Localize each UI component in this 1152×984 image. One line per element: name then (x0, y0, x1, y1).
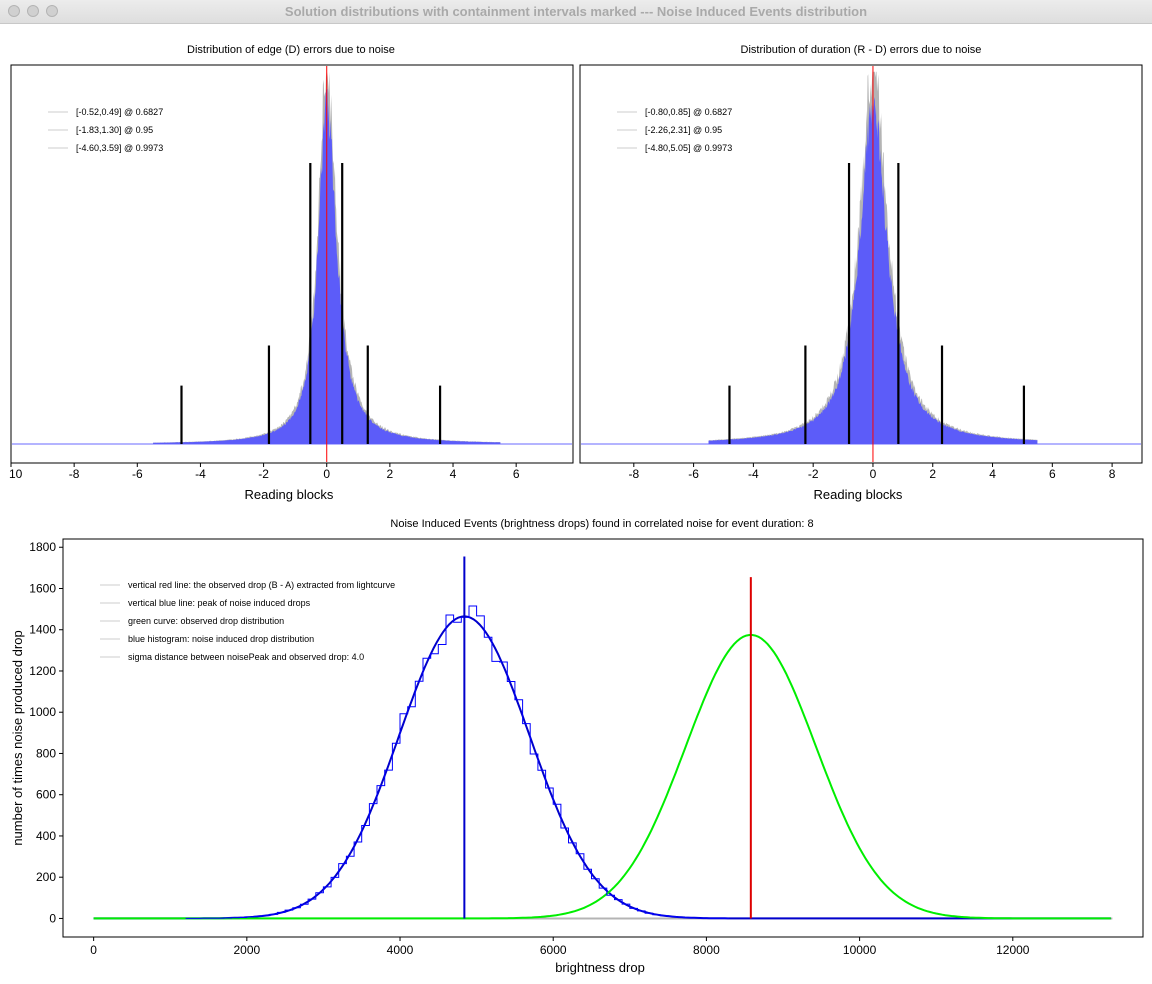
zoom-window-button[interactable] (46, 5, 58, 17)
chart-title: Distribution of edge (D) errors due to n… (187, 44, 395, 56)
chart-title: Distribution of duration (R - D) errors … (741, 44, 982, 56)
close-window-button[interactable] (8, 5, 20, 17)
x-tick-label: -4 (195, 467, 206, 481)
x-tick-label: 4 (450, 467, 457, 481)
window-title: Solution distributions with containment … (284, 4, 868, 19)
y-tick-label: 1000 (29, 705, 56, 719)
y-tick-label: 1600 (29, 581, 56, 595)
x-tick-label: 8000 (693, 943, 720, 957)
edge-error-chart: Distribution of edge (D) errors due to n… (9, 44, 574, 502)
x-tick-label: 2 (929, 467, 936, 481)
window-titlebar: Solution distributions with containment … (0, 0, 1152, 24)
y-tick-label: 1400 (29, 623, 56, 637)
legend-entry: [-0.80,0.85] @ 0.6827 (645, 107, 732, 117)
x-tick-label: 0 (90, 943, 97, 957)
minimize-window-button[interactable] (27, 5, 39, 17)
x-tick-label: 0 (323, 467, 330, 481)
x-tick-label: -4 (748, 467, 759, 481)
y-tick-label: 0 (49, 911, 56, 925)
x-tick-label: 10000 (843, 943, 877, 957)
x-tick-label: -2 (258, 467, 269, 481)
x-tick-label: -6 (688, 467, 699, 481)
x-tick-label: 6 (1049, 467, 1056, 481)
x-tick-label: 6 (513, 467, 520, 481)
x-tick-label: 12000 (996, 943, 1030, 957)
legend-entry: sigma distance between noisePeak and obs… (128, 652, 364, 662)
chart-title: Noise Induced Events (brightness drops) … (390, 518, 813, 530)
y-tick-label: 200 (36, 870, 56, 884)
legend-entry: [-0.52,0.49] @ 0.6827 (76, 107, 163, 117)
x-axis-label: brightness drop (555, 960, 645, 975)
noise-histogram (185, 605, 730, 919)
x-tick-label: 2000 (233, 943, 260, 957)
legend-entry: green curve: observed drop distribution (128, 616, 284, 626)
legend-entry: [-2.26,2.31] @ 0.95 (645, 125, 722, 135)
y-tick-label: 1800 (29, 540, 56, 554)
x-tick-label: -8 (69, 467, 80, 481)
plot-frame (10, 64, 574, 464)
noise-events-chart: Noise Induced Events (brightness drops) … (10, 518, 1144, 975)
x-tick-label: -8 (628, 467, 639, 481)
plot-frame (62, 538, 1144, 938)
y-axis-label: number of times noise produced drop (10, 630, 25, 845)
x-tick-label: 10 (9, 467, 23, 481)
duration-error-chart: Distribution of duration (R - D) errors … (579, 44, 1143, 502)
x-tick-label: -6 (132, 467, 143, 481)
legend-entry: [-1.83,1.30] @ 0.95 (76, 125, 153, 135)
x-tick-label: 4000 (387, 943, 414, 957)
x-axis-label: Reading blocks (814, 487, 903, 502)
legend-entry: blue histogram: noise induced drop distr… (128, 634, 314, 644)
y-tick-label: 1200 (29, 664, 56, 678)
plot-frame (579, 64, 1143, 464)
legend-entry: [-4.80,5.05] @ 0.9973 (645, 143, 732, 153)
x-axis-label: Reading blocks (245, 487, 334, 502)
x-tick-label: 6000 (540, 943, 567, 957)
figure-canvas: Distribution of edge (D) errors due to n… (9, 44, 1144, 975)
x-tick-label: 2 (387, 467, 394, 481)
x-tick-label: -2 (808, 467, 819, 481)
y-tick-label: 800 (36, 746, 56, 760)
y-tick-label: 600 (36, 788, 56, 802)
x-tick-label: 8 (1109, 467, 1116, 481)
observed-drop-curve (93, 634, 1111, 920)
x-tick-label: 4 (989, 467, 996, 481)
legend-entry: [-4.60,3.59] @ 0.9973 (76, 143, 163, 153)
x-tick-label: 0 (870, 467, 877, 481)
legend-entry: vertical blue line: peak of noise induce… (128, 598, 311, 608)
legend-entry: vertical red line: the observed drop (B … (128, 580, 395, 590)
y-tick-label: 400 (36, 829, 56, 843)
